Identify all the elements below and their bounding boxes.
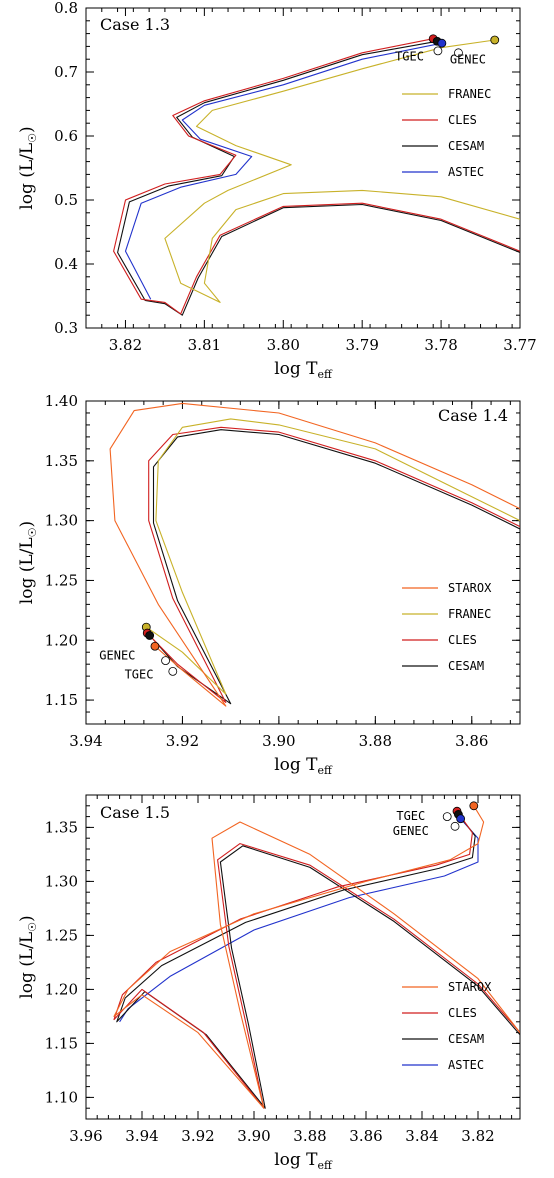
x-tick-label: 3.94 (69, 732, 102, 750)
endpoint-marker-astec (456, 814, 466, 824)
x-tick-label: 3.90 (237, 1127, 270, 1145)
legend-label-cesam: CESAM (448, 1032, 484, 1046)
y-tick-label: 1.30 (45, 872, 78, 890)
legend-label-astec: ASTEC (448, 165, 484, 179)
x-tick-label: 3.90 (262, 732, 295, 750)
chart-panel-3: 3.96 3.94 3.92 3.90 3.88 3.86 3.84 3.82 1.10 1.15… (17, 794, 521, 1172)
legend-label-starox: STAROX (448, 980, 492, 994)
y-axis-title: log (L/L☉) (17, 126, 39, 209)
x-tick-label: 3.88 (359, 732, 392, 750)
x-tick-label: 3.80 (267, 336, 300, 354)
y-tick-label: 0.6 (54, 127, 78, 145)
y-tick-label: 0.3 (54, 319, 78, 337)
y-tick-label: 1.20 (45, 980, 78, 998)
y-tick-label: 1.35 (45, 452, 78, 470)
x-tick-label: 3.88 (293, 1127, 326, 1145)
legend-label-starox: STAROX (448, 581, 492, 595)
series-line-astec (124, 42, 443, 300)
y-tick-label: 1.40 (45, 392, 78, 410)
plot-frame (85, 7, 521, 329)
y-tick-label: 1.10 (45, 1088, 78, 1106)
endpoint-marker-tgec (433, 46, 443, 56)
series-line-cles (146, 426, 520, 704)
x-tick-label: 3.86 (455, 732, 488, 750)
y-tick-label: 0.5 (54, 191, 78, 209)
annotation-label: GENEC (393, 824, 429, 838)
y-tick-label: 1.25 (45, 926, 78, 944)
series-line-cles (113, 810, 520, 1109)
x-tick-label: 3.94 (125, 1127, 158, 1145)
legend-label-cles: CLES (448, 1006, 477, 1020)
legend-label-cles: CLES (448, 113, 477, 127)
x-tick-label: 3.81 (188, 336, 221, 354)
endpoint-marker-tgec (168, 666, 178, 676)
y-axis-title: log (L/L☉) (17, 915, 39, 998)
legend-label-franec: FRANEC (448, 87, 491, 101)
chart-panel-1: 3.82 3.81 3.80 3.79 3.78 3.77 0.3 0.4 0.5 0.6 0.7 0… (17, 0, 537, 381)
legend-label-cles: CLES (448, 633, 477, 647)
endpoint-marker-franec (490, 35, 500, 45)
legend-label-astec: ASTEC (448, 1058, 484, 1072)
series-line-cesam (148, 429, 520, 705)
annotation-label: GENEC (99, 648, 135, 662)
x-tick-label: 3.96 (69, 1127, 102, 1145)
x-tick-label: 3.79 (345, 336, 378, 354)
series-group (109, 402, 520, 707)
y-tick-label: 0.4 (54, 255, 78, 273)
annotation-label: TGEC (125, 668, 154, 682)
y-tick-label: 1.20 (45, 631, 78, 649)
x-tick-label: 3.78 (424, 336, 457, 354)
case-title: Case 1.5 (100, 803, 170, 822)
y-tick-label: 0.8 (54, 0, 78, 17)
endpoint-marker-genec (161, 656, 170, 665)
x-tick-label: 3.86 (349, 1127, 382, 1145)
endpoint-marker-astec (437, 38, 447, 48)
endpoint-marker-starox (469, 801, 479, 811)
endpoint-marker-tgec (442, 812, 452, 821)
y-tick-label: 1.30 (45, 512, 78, 530)
x-axis-title: log Teff (274, 1150, 333, 1172)
legend-label-franec: FRANEC (448, 607, 491, 621)
series-line-cles (113, 38, 520, 315)
annotation-label: TGEC (395, 49, 424, 63)
chart-panel-2: 3.94 3.92 3.90 3.88 3.86 1.15 1.20 1.25 1.30 1.35… (17, 392, 521, 777)
series-line-cesam (117, 40, 520, 316)
series-line-starox (113, 805, 520, 1109)
annotation-label: GENEC (450, 53, 486, 67)
y-tick-label: 1.25 (45, 571, 78, 589)
x-axis-title: log Teff (274, 755, 333, 777)
case-title: Case 1.3 (100, 15, 170, 34)
series-line-franec (164, 39, 520, 303)
x-tick-label: 3.92 (181, 1127, 214, 1145)
endpoint-marker-genec (454, 48, 463, 58)
x-tick-label: 3.82 (109, 336, 142, 354)
annotation-label: TGEC (396, 809, 425, 823)
legend-label-cesam: CESAM (448, 139, 484, 153)
y-axis-title: log (L/L☉) (17, 521, 39, 604)
y-tick-label: 1.15 (45, 1034, 78, 1052)
x-tick-label: 3.84 (405, 1127, 438, 1145)
series-line-franec (145, 418, 520, 695)
series-group (113, 38, 520, 316)
series-group (113, 805, 520, 1109)
y-tick-label: 1.15 (45, 691, 78, 709)
legend-label-cesam: CESAM (448, 659, 484, 673)
plot-frame (85, 400, 521, 725)
x-tick-label: 3.77 (503, 336, 536, 354)
y-tick-label: 0.7 (54, 63, 78, 81)
endpoint-marker-starox (150, 641, 160, 651)
series-line-astec (119, 818, 479, 1023)
series-line-starox (109, 402, 520, 707)
endpoint-marker-cesam (145, 631, 155, 640)
x-tick-label: 3.82 (461, 1127, 494, 1145)
endpoint-marker-genec (450, 821, 460, 831)
case-title: Case 1.4 (438, 406, 508, 425)
x-axis-title: log Teff (274, 359, 333, 381)
x-tick-label: 3.92 (166, 732, 199, 750)
y-tick-label: 1.35 (45, 818, 78, 836)
